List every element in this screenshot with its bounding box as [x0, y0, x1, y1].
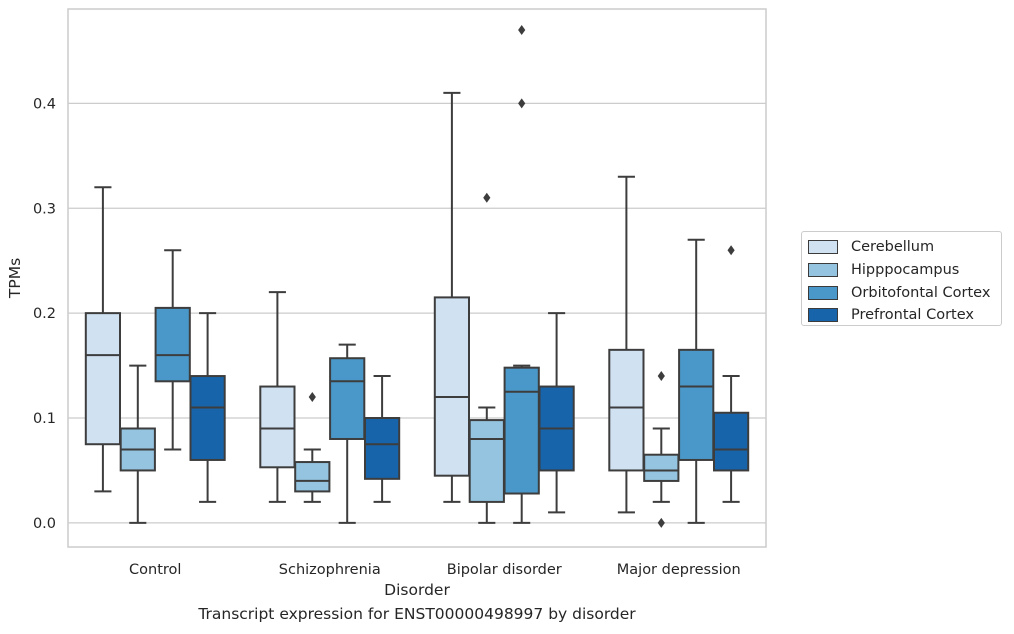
outlier-point — [727, 245, 735, 256]
legend-label: Orbitofontal Cortex — [851, 284, 991, 301]
chart-caption: Transcript expression for ENST0000049899… — [198, 605, 636, 623]
x-tick-label: Bipolar disorder — [447, 562, 562, 578]
outlier-point — [518, 98, 526, 109]
legend: Cerebellum Hipppocampus Orbitofontal Corte… — [801, 231, 1002, 326]
box-iqr — [189, 375, 226, 461]
box-iqr — [608, 348, 645, 472]
legend-swatch — [808, 308, 838, 323]
y-axis-label: TPMs — [6, 258, 24, 299]
box-cerebellum — [84, 186, 122, 493]
box-iqr — [678, 348, 715, 461]
box-iqr — [294, 461, 331, 493]
legend-swatch — [808, 240, 838, 255]
legend-swatch — [808, 285, 838, 300]
outlier-point — [518, 24, 526, 35]
plot-frame — [67, 8, 767, 548]
box-hipppocampus — [643, 371, 680, 528]
box-iqr — [259, 385, 296, 469]
box-prefrontal-cortex — [538, 312, 575, 514]
box-iqr — [643, 453, 680, 482]
legend-label: Hipppocampus — [851, 262, 960, 279]
box-cerebellum — [433, 91, 471, 503]
box-hipppocampus — [468, 192, 505, 524]
x-tick-label: Schizophrenia — [279, 562, 381, 578]
box-iqr — [154, 306, 191, 383]
legend-item: Cerebellum — [808, 236, 1001, 259]
x-tick-label: Major depression — [617, 562, 741, 578]
y-tick-label: 0.1 — [33, 411, 56, 427]
outlier-point — [483, 192, 491, 203]
box-prefrontal-cortex — [363, 375, 401, 503]
box-orbitofontal-cortex — [678, 238, 715, 524]
box-iqr — [433, 296, 471, 477]
box-iqr — [712, 411, 750, 472]
x-axis-label: Disorder — [384, 581, 450, 599]
box-prefrontal-cortex — [189, 312, 226, 503]
box-hipppocampus — [119, 364, 156, 524]
box-iqr — [468, 419, 505, 503]
box-iqr — [329, 357, 366, 440]
legend-item: Orbitofontal Cortex — [808, 281, 1001, 304]
box-cerebellum — [259, 291, 296, 503]
x-tick-label: Control — [129, 562, 181, 578]
y-tick-label: 0.4 — [33, 96, 56, 112]
legend-label: Cerebellum — [851, 239, 935, 256]
legend-item: Hipppocampus — [808, 259, 1001, 282]
box-iqr — [503, 366, 540, 495]
box-iqr — [363, 417, 401, 480]
outlier-point — [657, 517, 665, 528]
box-cerebellum — [608, 175, 645, 514]
box-orbitofontal-cortex — [503, 24, 540, 524]
box-iqr — [84, 312, 122, 446]
outlier-point — [657, 371, 665, 382]
outlier-point — [308, 392, 316, 403]
y-tick-label: 0.3 — [33, 201, 56, 217]
box-prefrontal-cortex — [712, 245, 750, 503]
box-orbitofontal-cortex — [329, 343, 366, 524]
legend-item: Prefrontal Cortex — [808, 304, 1001, 327]
legend-label: Prefrontal Cortex — [851, 307, 974, 324]
box-hipppocampus — [294, 392, 331, 503]
y-tick-label: 0.0 — [33, 516, 56, 532]
legend-swatch — [808, 263, 838, 278]
y-tick-label: 0.2 — [33, 306, 56, 322]
box-orbitofontal-cortex — [154, 249, 191, 451]
